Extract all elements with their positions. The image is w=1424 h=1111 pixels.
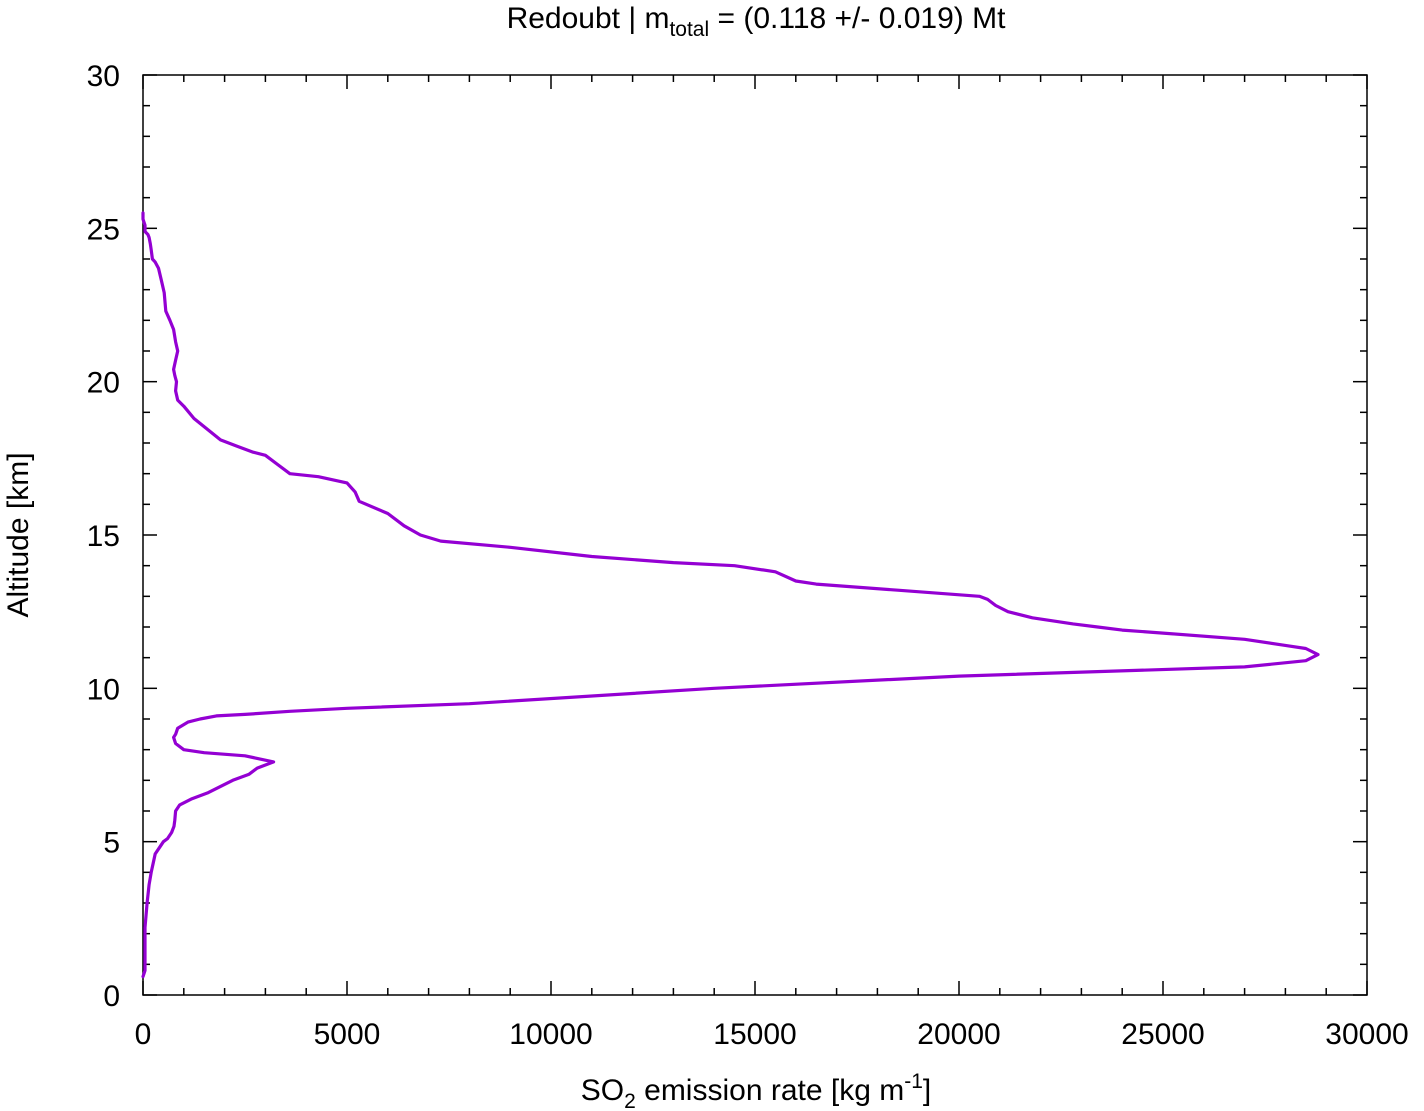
x-tick-label: 10000 <box>509 1018 592 1051</box>
x-axis-label-middle: emission rate [kg m <box>636 1074 904 1107</box>
x-tick-label: 0 <box>135 1018 152 1051</box>
x-axis-label-prefix: SO <box>581 1074 624 1107</box>
series-line-so2-emission <box>141 211 1320 979</box>
chart-title-prefix: Redoubt | m <box>507 2 670 35</box>
y-tick-label: 25 <box>87 213 120 246</box>
y-tick-label: 5 <box>103 827 120 860</box>
x-tick-label: 20000 <box>917 1018 1000 1051</box>
y-tick-label: 30 <box>87 60 120 93</box>
x-axis-label-subscript: 2 <box>624 1090 636 1111</box>
x-tick-label: 30000 <box>1325 1018 1408 1051</box>
y-tick-label: 20 <box>87 367 120 400</box>
x-tick-label: 25000 <box>1121 1018 1204 1051</box>
x-tick-label: 15000 <box>713 1018 796 1051</box>
x-axis-label-superscript: -1 <box>904 1070 923 1093</box>
axis-ticks <box>142 74 1368 996</box>
x-tick-label: 5000 <box>314 1018 381 1051</box>
axis-tick-labels: 0 5000 10000 15000 20000 25000 30000 0 5 10 15 20 25… <box>87 60 1409 1051</box>
y-tick-label: 0 <box>103 980 120 1013</box>
plot-area-frame <box>142 74 1368 996</box>
chart-title-suffix: = (0.118 +/- 0.019) Mt <box>709 2 1006 35</box>
chart-title: Redoubt | mtotal = (0.118 +/- 0.019) Mt <box>507 2 1007 41</box>
y-axis-label: Altitude [km] <box>2 452 35 617</box>
y-tick-label: 15 <box>87 520 120 553</box>
x-axis-label: SO2 emission rate [kg m-1] <box>581 1070 932 1111</box>
x-axis-label-suffix: ] <box>923 1074 931 1107</box>
y-tick-label: 10 <box>87 673 120 706</box>
chart-title-subscript: total <box>669 18 709 41</box>
